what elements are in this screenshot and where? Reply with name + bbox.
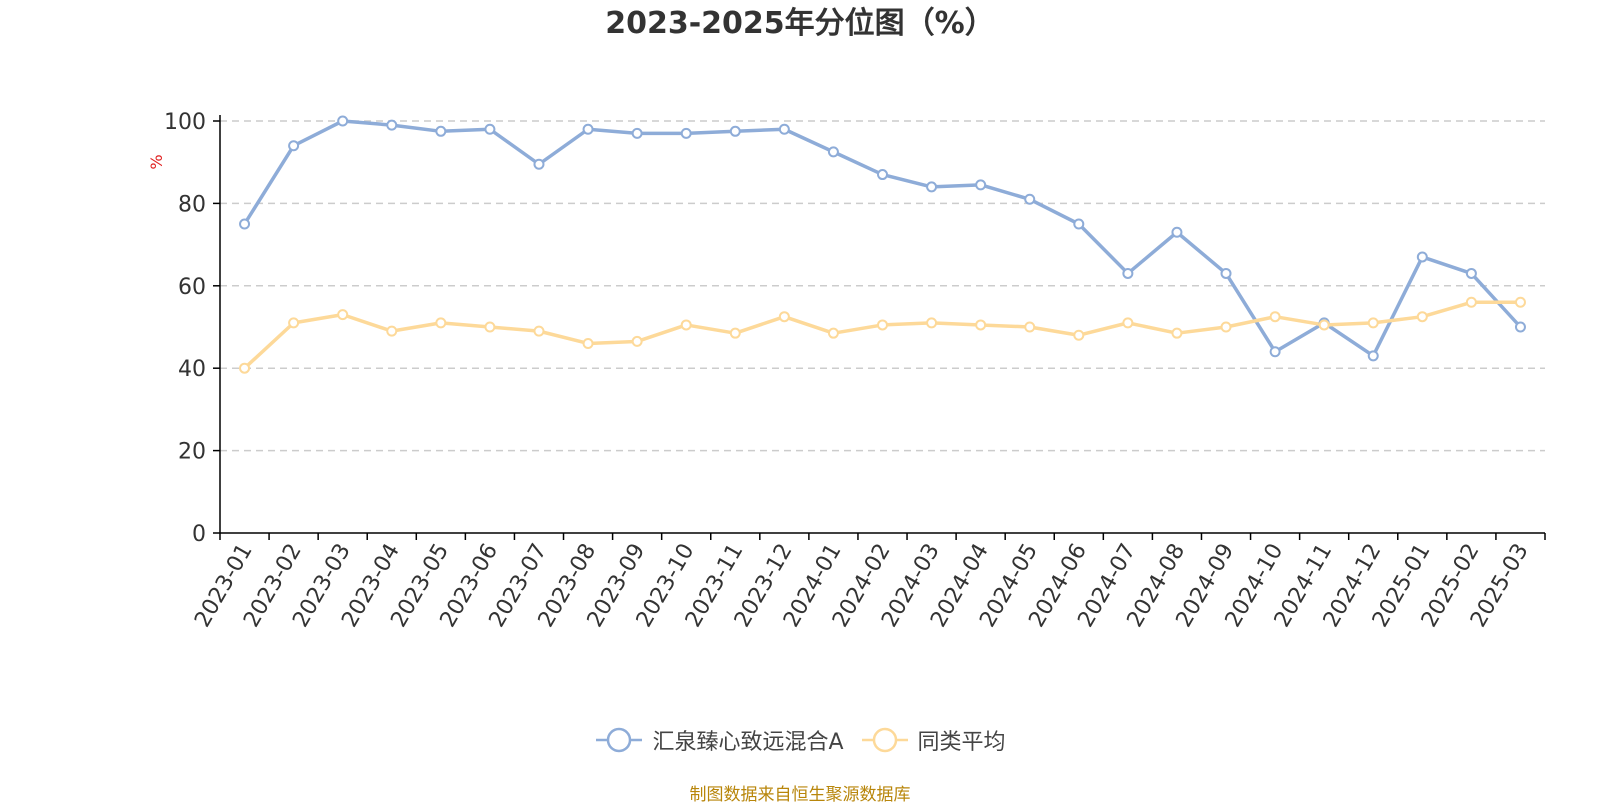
- data-point-series1: [484, 123, 496, 135]
- data-point-series1: [729, 125, 741, 137]
- data-point-series1: [877, 169, 888, 181]
- data-point-series1: [680, 127, 692, 139]
- data-point-series2: [729, 327, 741, 339]
- data-point-series1: [926, 181, 938, 193]
- legend-label-series2: 同类平均: [917, 730, 1006, 755]
- data-point-series1: [337, 115, 349, 127]
- data-point-series1: [288, 140, 300, 152]
- data-point-series2: [877, 319, 888, 331]
- legend: 汇泉臻心致远混合A 同类平均: [0, 720, 1600, 760]
- legend-item-series2[interactable]: 同类平均: [860, 724, 1006, 756]
- y-tick-label: 100: [164, 110, 206, 135]
- data-point-series1: [1367, 350, 1379, 362]
- data-point-series2: [1269, 311, 1281, 323]
- source-note: 制图数据来自恒生聚源数据库: [689, 785, 911, 805]
- data-point-series1: [533, 158, 545, 170]
- legend-item-series1[interactable]: 汇泉臻心致远混合A: [594, 724, 844, 756]
- data-point-series1: [1171, 226, 1183, 238]
- data-point-series2: [1416, 311, 1428, 323]
- data-point-series1: [631, 127, 643, 139]
- data-point-series2: [1367, 317, 1379, 329]
- data-point-series1: [1514, 321, 1526, 333]
- data-point-series1: [1024, 193, 1036, 205]
- series-lines: [243, 119, 1522, 370]
- data-point-series2: [386, 325, 398, 337]
- data-point-series1: [975, 179, 987, 191]
- data-point-series2: [1220, 321, 1232, 333]
- data-point-series2: [435, 317, 447, 329]
- data-point-series1: [1122, 267, 1134, 279]
- data-point-series2: [1171, 327, 1183, 339]
- data-point-series2: [680, 319, 692, 331]
- data-point-series2: [1465, 296, 1477, 308]
- data-point-series2: [337, 309, 349, 321]
- series-line-2: [243, 300, 1521, 370]
- data-point-series1: [386, 119, 398, 131]
- legend-label-series1: 汇泉臻心致远混合A: [652, 730, 844, 755]
- data-point-series2: [631, 335, 643, 347]
- data-point-series2: [926, 317, 938, 329]
- data-point-series2: [239, 362, 251, 374]
- y-tick-label: 40: [178, 357, 206, 382]
- data-point-series1: [1220, 267, 1232, 279]
- y-axis-label: %: [147, 154, 166, 169]
- y-tick-label: 80: [178, 192, 206, 217]
- data-point-series1: [778, 123, 790, 135]
- data-point-series1: [582, 123, 594, 135]
- data-point-series2: [1024, 321, 1036, 333]
- legend-series1-marker-icon: [596, 727, 643, 753]
- chart-title: 2023-2025年分位图（%）: [605, 6, 995, 41]
- data-point-series1: [1465, 267, 1477, 279]
- grid-lines: [220, 120, 1545, 452]
- legend-series2-marker-icon: [861, 727, 908, 753]
- y-tick-label: 20: [178, 440, 206, 465]
- data-point-series2: [1514, 296, 1526, 308]
- data-point-series2: [288, 317, 300, 329]
- data-point-series2: [1318, 319, 1330, 331]
- data-point-series1: [1416, 251, 1428, 263]
- data-point-series2: [582, 337, 594, 349]
- data-point-series2: [1073, 329, 1085, 341]
- data-point-series1: [239, 218, 251, 230]
- data-point-series2: [975, 319, 987, 331]
- axes: 020406080100%2023-012023-022023-032023-0…: [147, 110, 1546, 632]
- data-point-series1: [827, 146, 839, 158]
- data-point-series2: [484, 321, 496, 333]
- data-point-series2: [1122, 317, 1134, 329]
- data-point-series1: [435, 125, 447, 137]
- data-point-series2: [827, 327, 839, 339]
- data-point-series1: [1269, 346, 1281, 358]
- data-points: [239, 115, 1526, 374]
- y-tick-label: 60: [178, 275, 206, 300]
- data-point-series2: [533, 325, 545, 337]
- data-point-series2: [778, 311, 790, 323]
- data-point-series1: [1073, 218, 1085, 230]
- y-tick-label: 0: [192, 522, 206, 547]
